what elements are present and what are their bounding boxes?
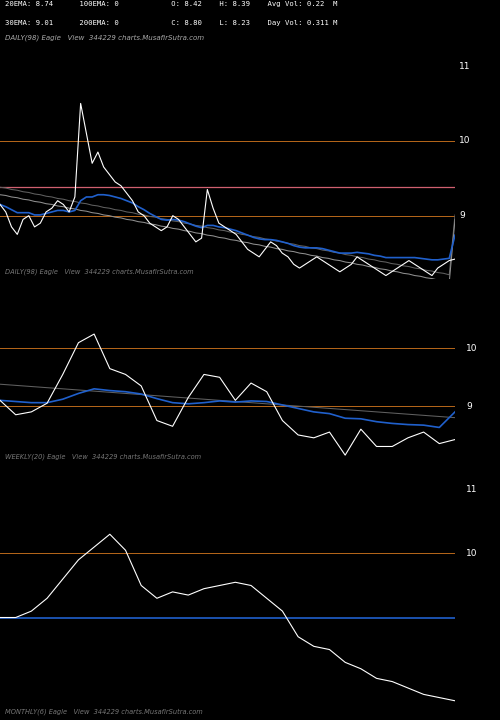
Text: MONTHLY(6) Eagle   View  344229 charts.MusafirSutra.com: MONTHLY(6) Eagle View 344229 charts.Musa… xyxy=(4,708,202,715)
Text: 10: 10 xyxy=(459,136,470,145)
Text: 9: 9 xyxy=(459,211,465,220)
Text: 20EMA: 8.74      100EMA: 0            O: 8.42    H: 8.39    Avg Vol: 0.22  M: 20EMA: 8.74 100EMA: 0 O: 8.42 H: 8.39 Av… xyxy=(4,1,337,7)
Text: WEEKLY(20) Eagle   View  344229 charts.MusafirSutra.com: WEEKLY(20) Eagle View 344229 charts.Musa… xyxy=(4,454,200,460)
Text: 9: 9 xyxy=(466,402,471,410)
Text: 30EMA: 9.01      200EMA: 0            C: 8.80    L: 8.23    Day Vol: 0.311 M: 30EMA: 9.01 200EMA: 0 C: 8.80 L: 8.23 Da… xyxy=(4,19,337,26)
Text: 11: 11 xyxy=(459,61,470,71)
Text: DAILY(98) Eagle   View  344229 charts.MusafirSutra.com: DAILY(98) Eagle View 344229 charts.Musaf… xyxy=(4,268,193,274)
Text: 11: 11 xyxy=(466,485,477,494)
Text: DAILY(98) Eagle   View  344229 charts.MusafirSutra.com: DAILY(98) Eagle View 344229 charts.Musaf… xyxy=(4,35,203,41)
Text: 10: 10 xyxy=(466,549,477,558)
Text: 10: 10 xyxy=(466,344,477,353)
